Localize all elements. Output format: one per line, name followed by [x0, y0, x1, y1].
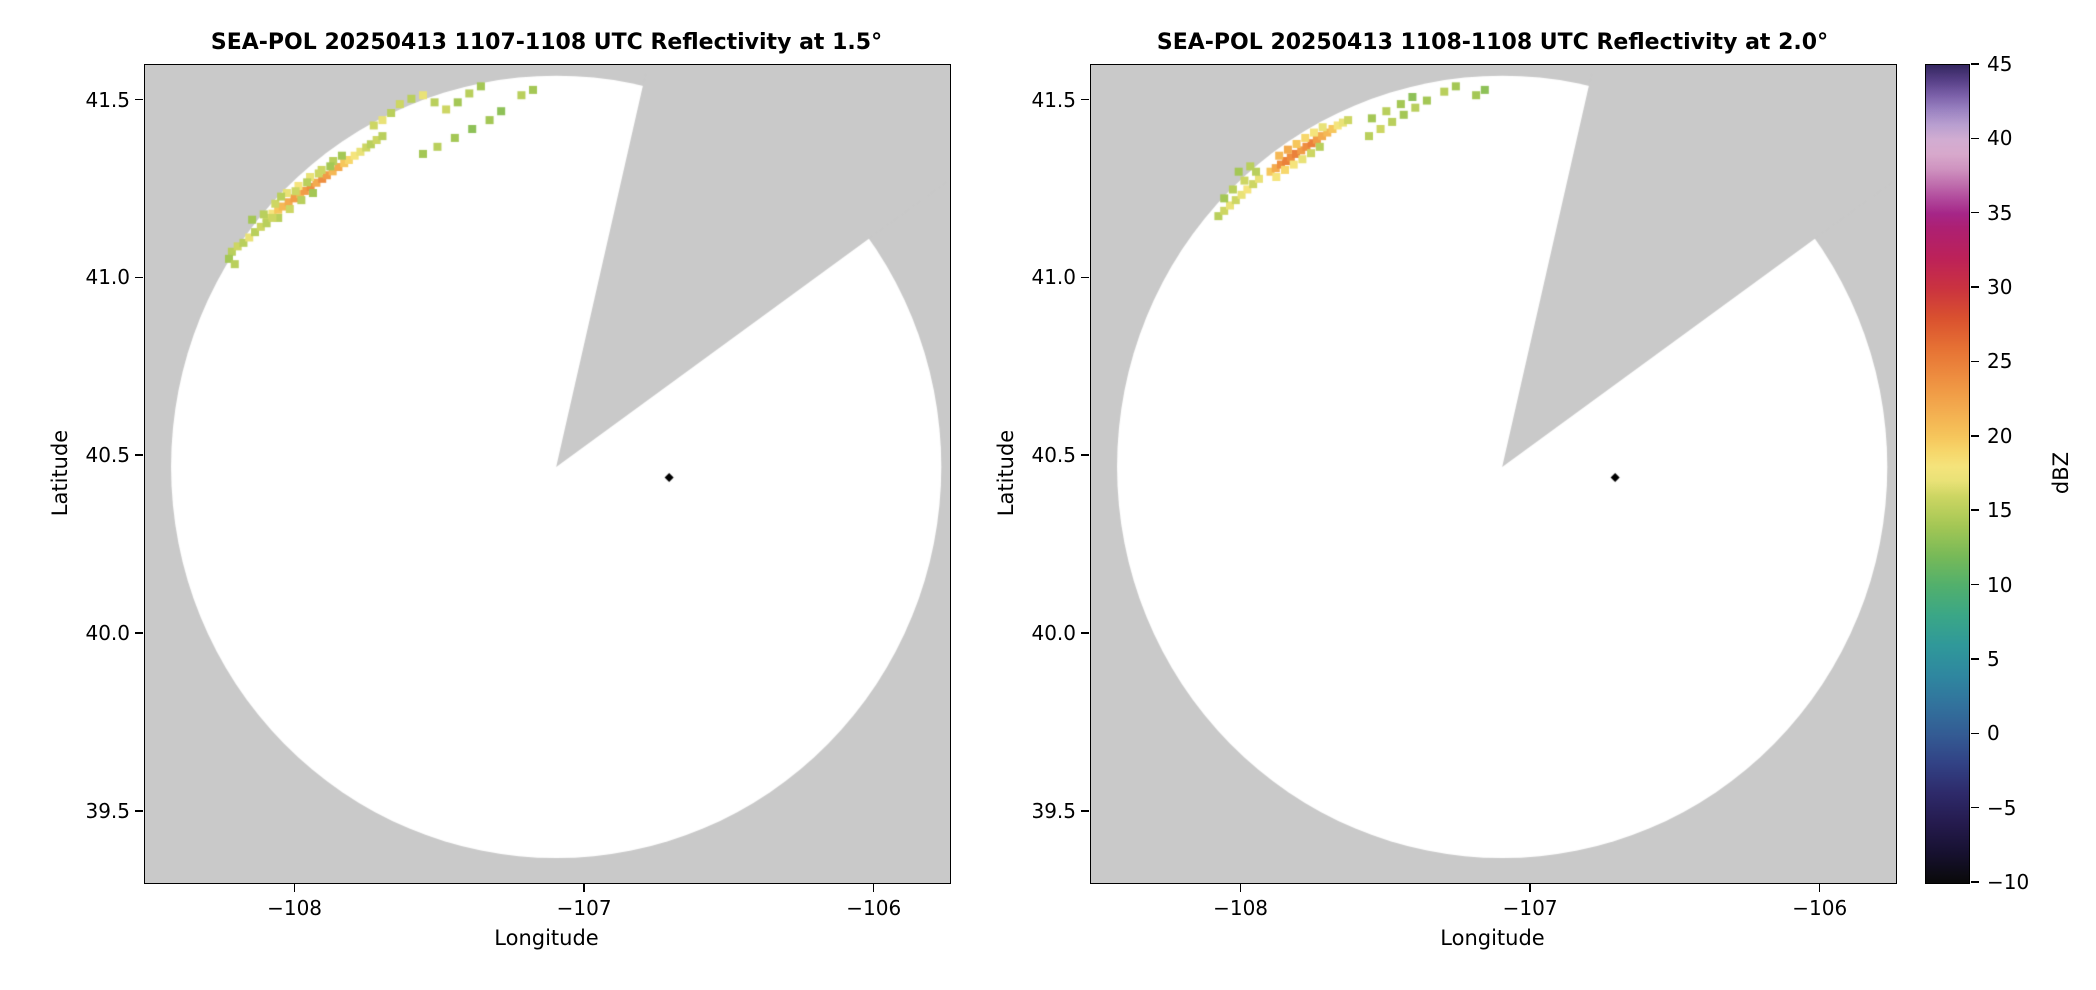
panel-title: SEA-POL 20250413 1108-1108 UTC Reflectiv…: [1156, 30, 1829, 55]
y-tick-label: 39.5: [85, 798, 130, 823]
colorbar-tick-mark: [1971, 806, 1979, 809]
y-tick-mark: [134, 98, 143, 101]
x-axis-label: Longitude: [494, 926, 599, 950]
x-tick-label: −106: [846, 896, 902, 920]
colorbar-gradient: [1925, 64, 1970, 884]
colorbar: dBZ 45 40 35 30 25 20 15 10 5 0 −5 −10: [1925, 0, 2096, 990]
colorbar-tick-label: 40: [1987, 126, 2013, 151]
y-tick-mark: [134, 632, 143, 634]
colorbar-label: dBZ: [2049, 451, 2073, 495]
panel-title: SEA-POL 20250413 1107-1108 UTC Reflectiv…: [210, 30, 883, 55]
colorbar-tick-label: 45: [1987, 52, 2013, 76]
colorbar-tick-mark: [1971, 881, 1979, 883]
colorbar-tick-label: 15: [1987, 498, 2013, 523]
x-tick-mark: [872, 884, 875, 892]
colorbar-tick-label: −10: [1987, 870, 2030, 894]
radar-ppi-canvas-1-5deg: [144, 64, 951, 884]
y-tick-mark: [134, 810, 143, 812]
y-axis-label: Latitude: [48, 429, 72, 517]
x-tick-label: −107: [556, 896, 612, 920]
y-tick-mark: [1080, 98, 1089, 101]
x-tick-label: −108: [1213, 896, 1269, 920]
colorbar-tick-mark: [1971, 360, 1979, 363]
y-tick-label: 41.0: [1031, 265, 1076, 290]
x-tick-mark: [1818, 884, 1821, 892]
y-tick-label: 41.5: [1031, 87, 1076, 112]
colorbar-tick-label: 30: [1987, 275, 2013, 300]
y-tick-mark: [1080, 810, 1089, 812]
colorbar-tick-mark: [1971, 732, 1979, 735]
colorbar-tick-label: 25: [1987, 349, 2013, 374]
radar-panel-left: SEA-POL 20250413 1107-1108 UTC Reflectiv…: [48, 0, 951, 990]
colorbar-tick-mark: [1971, 658, 1979, 660]
colorbar-tick-mark: [1971, 583, 1979, 586]
colorbar-tick-label: −5: [1987, 795, 2017, 820]
y-tick-label: 39.5: [1031, 798, 1076, 823]
y-tick-label: 40.5: [85, 443, 130, 468]
y-tick-mark: [1080, 276, 1089, 279]
colorbar-tick-label: 10: [1987, 572, 2013, 597]
colorbar-tick-mark: [1971, 286, 1979, 288]
colorbar-tick-mark: [1971, 211, 1979, 214]
colorbar-tick-mark: [1971, 509, 1979, 511]
colorbar-tick-label: 0: [1987, 721, 2000, 746]
y-tick-label: 41.5: [85, 87, 130, 112]
colorbar-tick-mark: [1971, 137, 1979, 140]
colorbar-tick-mark: [1971, 435, 1979, 437]
y-tick-label: 40.5: [1031, 443, 1076, 468]
x-tick-mark: [1529, 884, 1531, 892]
y-tick-mark: [134, 454, 143, 456]
x-tick-label: −108: [267, 896, 323, 920]
x-axis-label: Longitude: [1440, 926, 1545, 950]
x-tick-mark: [583, 884, 585, 892]
y-tick-label: 40.0: [85, 621, 130, 646]
y-axis-label: Latitude: [994, 429, 1018, 517]
colorbar-tick-label: 20: [1987, 423, 2013, 448]
radar-panel-right: SEA-POL 20250413 1108-1108 UTC Reflectiv…: [994, 0, 1897, 990]
x-tick-mark: [293, 884, 296, 892]
x-tick-label: −107: [1502, 896, 1558, 920]
colorbar-tick-label: 5: [1987, 646, 2000, 671]
y-tick-mark: [1080, 454, 1089, 456]
y-tick-label: 40.0: [1031, 621, 1076, 646]
x-tick-mark: [1239, 884, 1242, 892]
colorbar-tick-label: 35: [1987, 200, 2013, 225]
y-tick-label: 41.0: [85, 265, 130, 290]
radar-ppi-canvas-2-0deg: [1090, 64, 1897, 884]
y-tick-mark: [1080, 632, 1089, 634]
x-tick-label: −106: [1792, 896, 1848, 920]
y-tick-mark: [134, 276, 143, 279]
colorbar-tick-mark: [1971, 63, 1979, 65]
